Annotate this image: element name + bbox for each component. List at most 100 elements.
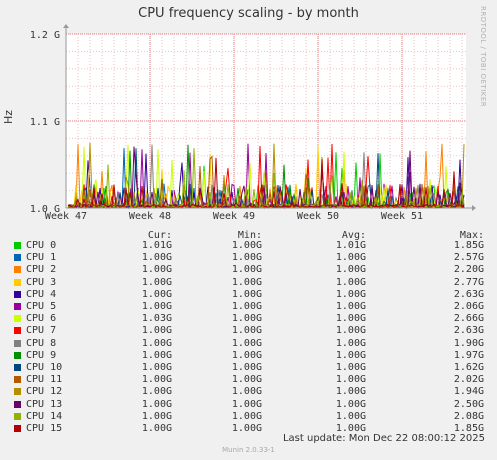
legend-row: CPU 5 1.00G 1.00G 1.00G 2.06G	[0, 301, 497, 313]
legend-swatch	[14, 339, 21, 347]
legend-value-cur: 1.00G	[141, 264, 172, 276]
legend-series-name: CPU 14	[26, 410, 63, 422]
legend-value-cur: 1.00G	[141, 276, 172, 288]
legend-value-cur: 1.00G	[141, 398, 172, 410]
legend-value-max: 2.20G	[453, 264, 484, 276]
legend-value-min: 1.00G	[231, 374, 262, 386]
legend-row: CPU 12 1.00G 1.00G 1.00G 1.94G	[0, 386, 497, 398]
legend-value-cur: 1.00G	[141, 386, 172, 398]
legend-value-avg: 1.00G	[335, 374, 366, 386]
legend-value-min: 1.00G	[231, 398, 262, 410]
legend-value-min: 1.00G	[231, 252, 262, 264]
legend-series-name: CPU 6	[26, 313, 57, 325]
legend-swatch	[14, 278, 21, 286]
legend-value-cur: 1.00G	[141, 423, 172, 434]
legend-value-cur: 1.00G	[141, 410, 172, 422]
legend-row: CPU 4 1.00G 1.00G 1.00G 2.63G	[0, 289, 497, 301]
legend-value-min: 1.00G	[231, 276, 262, 288]
legend-value-avg: 1.00G	[335, 410, 366, 422]
legend-value-cur: 1.00G	[141, 301, 172, 312]
legend-value-avg: 1.00G	[335, 288, 366, 300]
legend-value-min: 1.00G	[231, 264, 262, 276]
x-tick-label: Week 48	[129, 211, 171, 222]
legend-value-cur: 1.00G	[141, 362, 172, 373]
legend-value-cur: 1.00G	[141, 252, 172, 264]
legend-value-avg: 1.00G	[335, 252, 366, 264]
legend-value-min: 1.00G	[231, 362, 262, 373]
legend-value-min: 1.00G	[231, 423, 262, 434]
legend-swatch	[14, 315, 21, 323]
legend-swatch	[14, 327, 21, 335]
legend-swatch	[14, 376, 21, 384]
y-axis-arrow	[63, 24, 69, 28]
legend-value-max: 1.85G	[453, 240, 484, 251]
legend-value-avg: 1.00G	[335, 349, 366, 361]
x-tick-label: Week 50	[297, 211, 339, 222]
legend-swatch	[14, 290, 21, 298]
legend-series-name: CPU 8	[26, 337, 57, 349]
legend-value-min: 1.00G	[231, 349, 262, 361]
legend-value-min: 1.00G	[231, 386, 262, 398]
rrdtool-watermark: RRDTOOL / TOBI OETIKER	[479, 6, 487, 108]
x-tick-label: Week 51	[381, 211, 423, 222]
legend-series-name: CPU 1	[26, 252, 57, 264]
legend-value-avg: 1.00G	[335, 362, 366, 373]
legend-row: CPU 10 1.00G 1.00G 1.00G 1.62G	[0, 362, 497, 374]
legend-value-cur: 1.00G	[141, 325, 172, 337]
x-tick-label: Week 49	[213, 211, 255, 222]
legend-row: CPU 7 1.00G 1.00G 1.00G 2.63G	[0, 325, 497, 337]
legend-value-max: 1.97G	[453, 349, 484, 361]
y-tick-label: 1.2 G	[30, 30, 60, 41]
legend-swatch	[14, 242, 21, 249]
legend-value-min: 1.00G	[231, 313, 262, 325]
legend-value-max: 2.66G	[453, 313, 484, 325]
legend-value-max: 1.90G	[453, 337, 484, 349]
legend-swatch	[14, 303, 21, 310]
legend-value-cur: 1.01G	[141, 240, 172, 251]
legend-row: CPU 6 1.03G 1.00G 1.00G 2.66G	[0, 313, 497, 325]
legend-value-min: 1.00G	[231, 410, 262, 422]
legend-series-name: CPU 3	[26, 276, 57, 288]
legend-series-name: CPU 2	[26, 264, 57, 276]
legend-row: CPU 15 1.00G 1.00G 1.00G 1.85G	[0, 423, 497, 435]
legend-value-min: 1.00G	[231, 337, 262, 349]
legend-series-name: CPU 12	[26, 386, 63, 398]
legend-value-max: 2.50G	[453, 398, 484, 410]
legend-value-cur: 1.00G	[141, 374, 172, 386]
chart-title: CPU frequency scaling - by month	[138, 6, 359, 21]
y-tick-label: 1.1 G	[30, 117, 60, 128]
chart-plot: 1.0 G 1.1 G 1.2 G Week 47 Week 48 Week 49 Week…	[30, 24, 476, 222]
legend-value-max: 2.63G	[453, 288, 484, 300]
legend-header-max: Max:	[459, 230, 484, 241]
x-tick-label: Week 47	[45, 211, 87, 222]
last-update-text: Last update: Mon Dec 22 08:00:12 2025	[282, 433, 485, 444]
legend-row: CPU 2 1.00G 1.00G 1.00G 2.20G	[0, 264, 497, 276]
legend-row: CPU 13 1.00G 1.00G 1.00G 2.50G	[0, 399, 497, 411]
legend-value-avg: 1.00G	[335, 276, 366, 288]
legend-series-name: CPU 0	[26, 240, 57, 251]
legend-value-max: 1.94G	[453, 386, 484, 398]
legend-value-avg: 1.00G	[335, 264, 366, 276]
legend-value-avg: 1.00G	[335, 313, 366, 325]
legend-value-max: 2.57G	[453, 252, 484, 264]
x-axis-arrow	[472, 205, 476, 211]
legend-row: CPU 3 1.00G 1.00G 1.00G 2.77G	[0, 277, 497, 289]
legend-series-name: CPU 9	[26, 349, 57, 361]
legend-value-max: 1.85G	[453, 423, 484, 434]
legend-value-cur: 1.00G	[141, 288, 172, 300]
legend-value-max: 2.77G	[453, 276, 484, 288]
legend-value-avg: 1.00G	[335, 423, 366, 434]
legend-value-avg: 1.00G	[335, 337, 366, 349]
legend-header-cur: Cur:	[147, 230, 172, 241]
legend-header-min: Min:	[237, 230, 262, 241]
legend-swatch	[14, 425, 21, 432]
legend-swatch	[14, 254, 21, 262]
legend-row: CPU 11 1.00G 1.00G 1.00G 2.02G	[0, 374, 497, 386]
series-line-cpu-13	[67, 146, 465, 210]
legend-value-max: 2.02G	[453, 374, 484, 386]
legend-swatch	[14, 351, 21, 359]
legend-row: CPU 8 1.00G 1.00G 1.00G 1.90G	[0, 338, 497, 350]
legend-swatch	[14, 412, 21, 420]
legend-row: CPU 9 1.00G 1.00G 1.00G 1.97G	[0, 350, 497, 362]
legend-value-max: 2.06G	[453, 301, 484, 312]
